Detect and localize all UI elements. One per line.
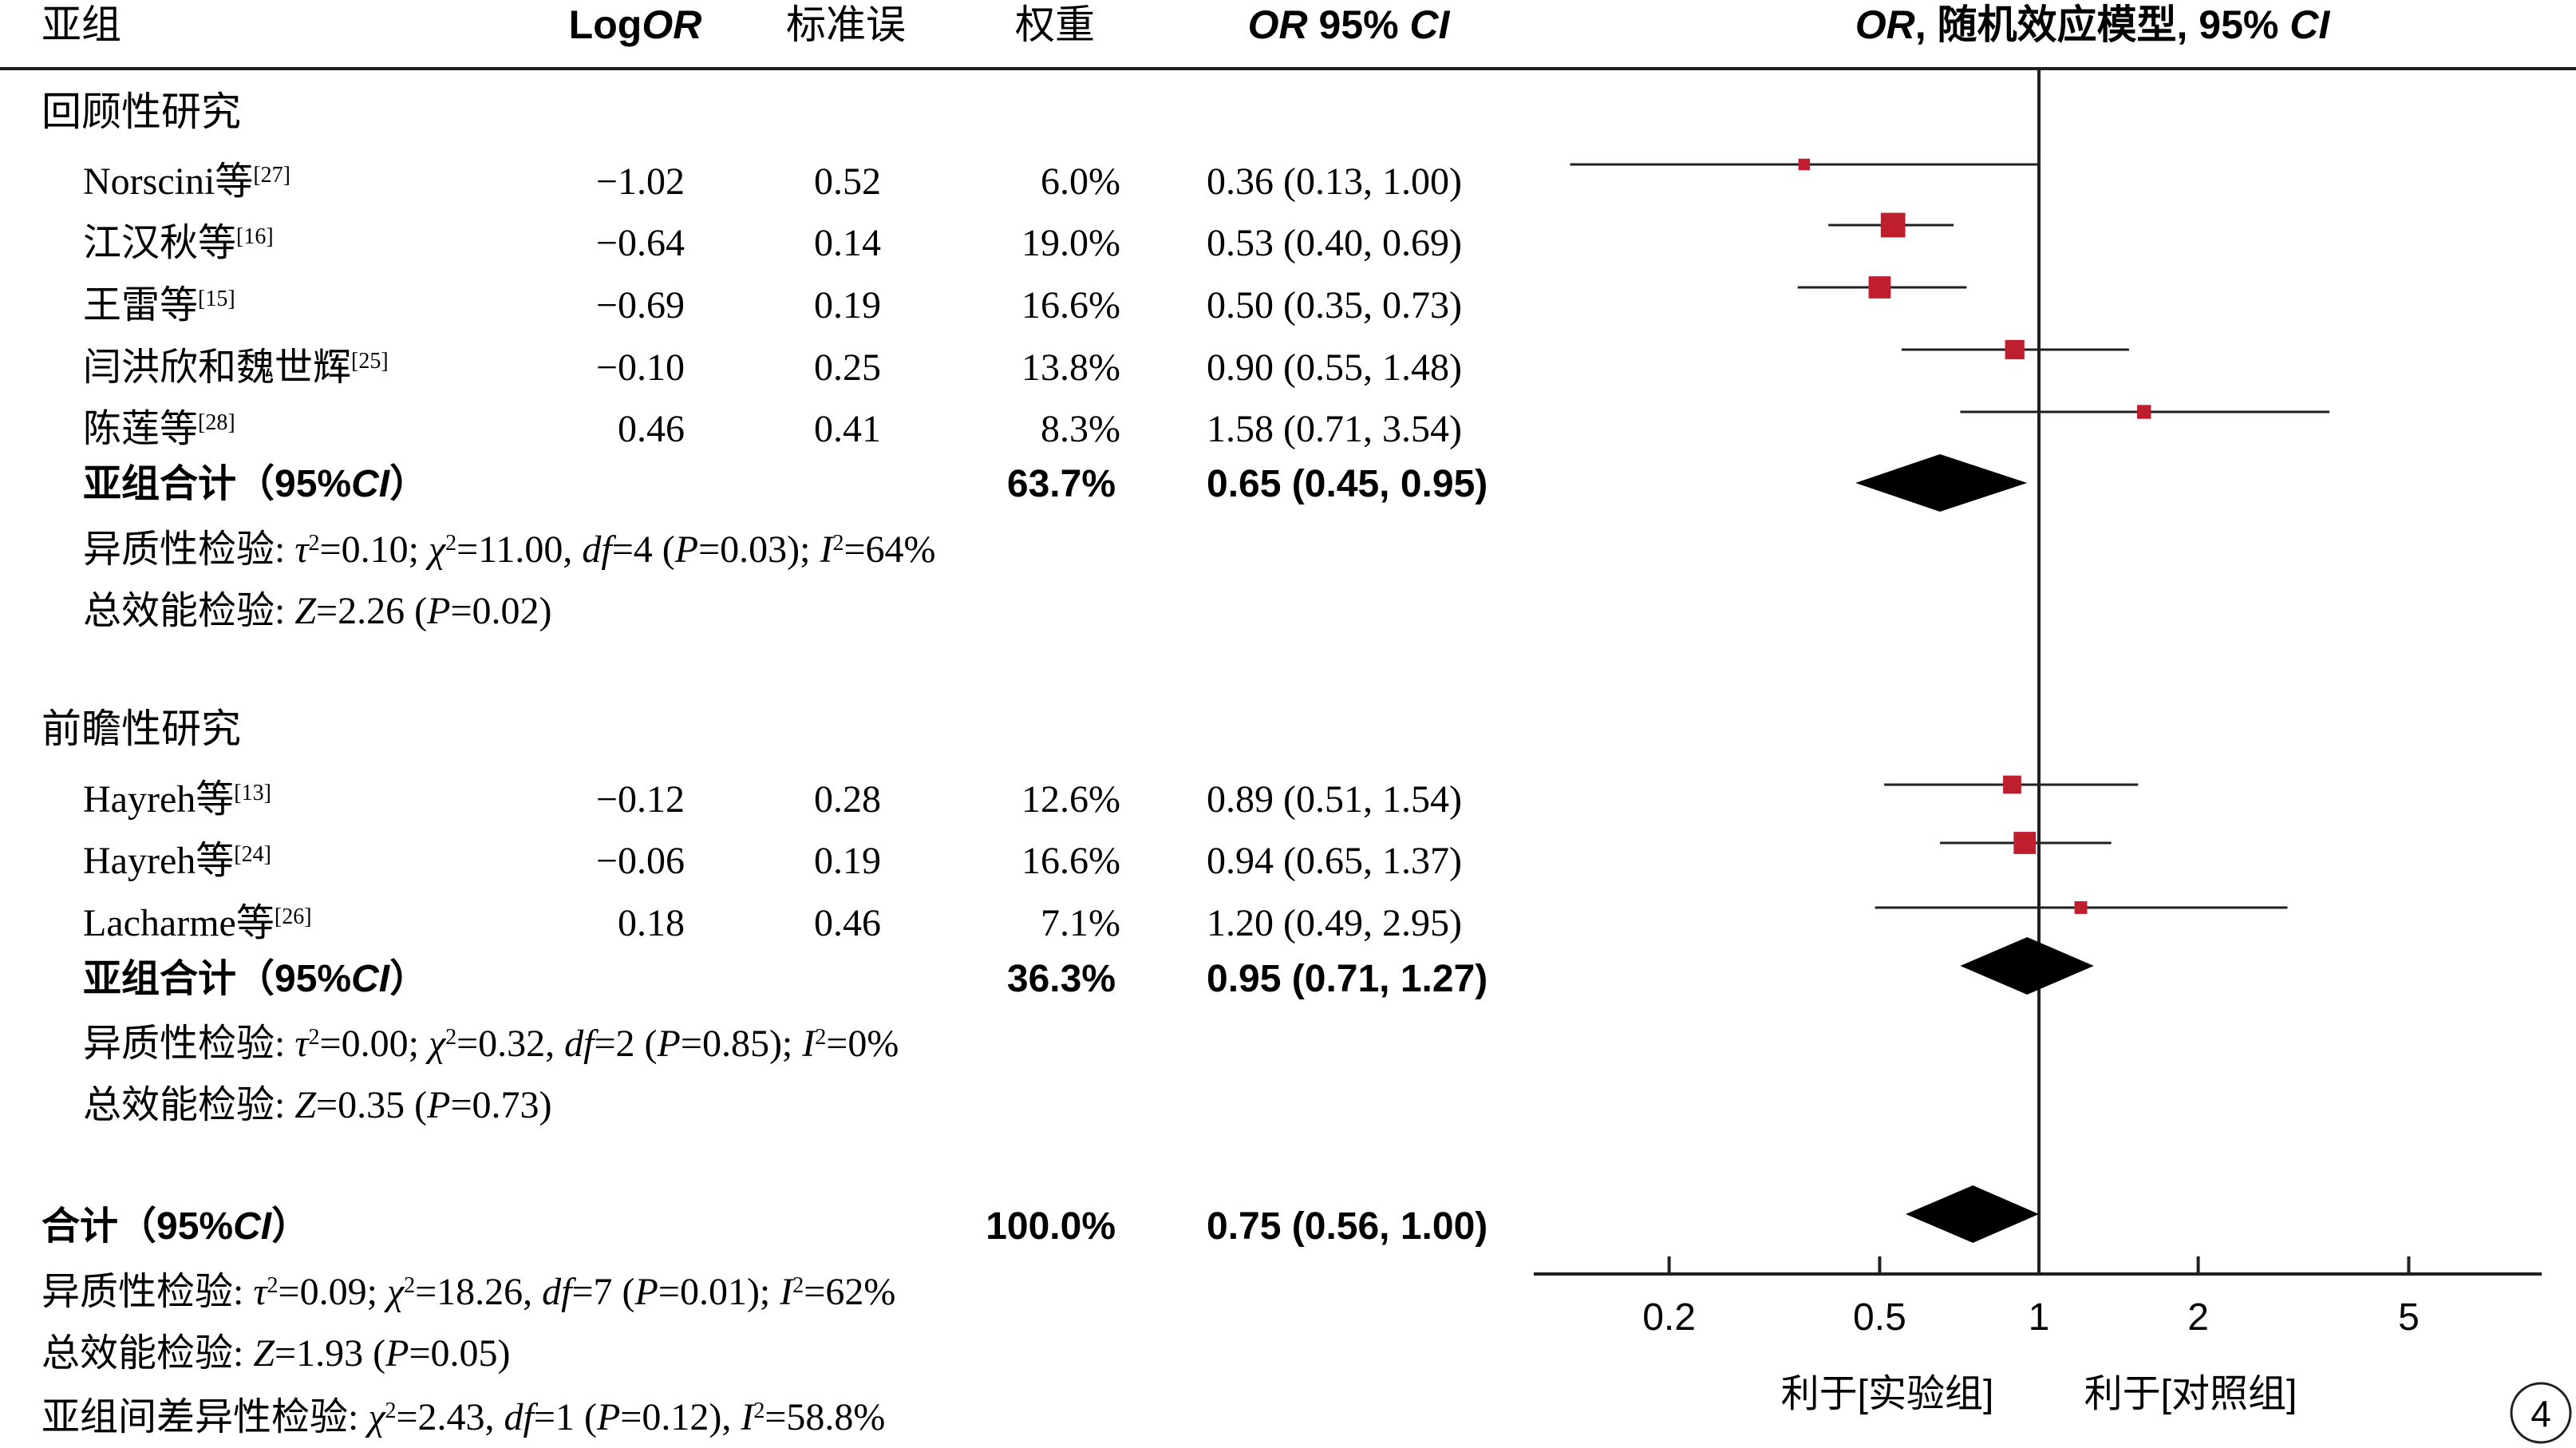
- study-or-ci: 1.20 (0.49, 2.95): [1207, 902, 1462, 944]
- study-weight: 6.0%: [1041, 160, 1120, 203]
- study-standard-error: 0.19: [814, 284, 881, 326]
- study-name: Lacharme等[26]: [83, 902, 312, 944]
- study-logor: −0.12: [596, 778, 685, 821]
- study-logor: −0.69: [596, 284, 685, 326]
- study-name: 陈莲等[28]: [83, 408, 235, 450]
- overall-effect-prospective: 总效能检验: Z=0.35 (P=0.73): [83, 1084, 552, 1126]
- study-or-ci: 0.89 (0.51, 1.54): [1207, 778, 1462, 821]
- study-weight: 8.3%: [1041, 408, 1120, 450]
- study-weight: 16.6%: [1021, 840, 1120, 882]
- total-label: 合计（95%CI）: [41, 1205, 310, 1248]
- panel-label-circle: [2510, 1382, 2572, 1444]
- group-title-retrospective: 回顾性研究: [41, 89, 241, 134]
- study-logor: −1.02: [596, 160, 685, 203]
- study-logor: 0.18: [618, 902, 685, 944]
- study-weight: 16.6%: [1021, 284, 1120, 326]
- study-weight: 7.1%: [1041, 902, 1120, 944]
- subtotal-weight: 36.3%: [1007, 958, 1116, 1000]
- study-standard-error: 0.46: [814, 902, 881, 944]
- favours-control-label: 利于[对照组]: [2084, 1373, 2297, 1415]
- panel-label: 4: [2531, 1393, 2551, 1434]
- study-weight: 12.6%: [1021, 778, 1120, 821]
- study-estimate-marker: [2013, 832, 2037, 854]
- heterogeneity-total: 异质性检验: τ2=0.09; χ2=18.26, df=7 (P=0.01);…: [41, 1271, 895, 1313]
- study-name: Hayreh等[24]: [83, 840, 271, 882]
- study-standard-error: 0.41: [814, 408, 881, 450]
- study-or-ci: 1.58 (0.71, 3.54): [1207, 408, 1462, 450]
- study-or-ci: 0.94 (0.65, 1.37): [1207, 840, 1462, 882]
- x-tick-label: 1: [2029, 1296, 2050, 1339]
- pooled-estimate-diamond: [1906, 1185, 2039, 1243]
- study-name: 江汉秋等[16]: [83, 222, 274, 264]
- subtotal-or-ci: 0.95 (0.71, 1.27): [1207, 958, 1488, 1000]
- study-estimate-marker: [2005, 339, 2025, 360]
- study-or-ci: 0.36 (0.13, 1.00): [1207, 160, 1462, 203]
- subtotal-label-prospective: 亚组合计（95%CI）: [83, 958, 428, 1000]
- header-subgroup: 亚组: [41, 2, 121, 47]
- study-weight: 19.0%: [1021, 222, 1120, 264]
- x-tick-label: 5: [2398, 1296, 2420, 1339]
- study-or-ci: 0.90 (0.55, 1.48): [1207, 346, 1462, 389]
- study-logor: −0.06: [596, 840, 685, 882]
- subtotal-weight: 100.0%: [986, 1205, 1116, 1248]
- heterogeneity-retrospective: 异质性检验: τ2=0.10; χ2=11.00, df=4 (P=0.03);…: [83, 528, 936, 571]
- study-estimate-marker: [2003, 775, 2021, 794]
- study-name: Norscini等[27]: [83, 160, 290, 203]
- header-plot-title: OR, 随机效应模型, 95% CI: [1855, 2, 2331, 47]
- subtotal-or-ci: 0.65 (0.45, 0.95): [1207, 463, 1488, 505]
- study-name: 闫洪欣和魏世辉[25]: [83, 346, 389, 389]
- pooled-estimate-diamond: [1855, 454, 2028, 512]
- study-estimate-marker: [2137, 405, 2151, 419]
- subgroup-difference-test: 亚组间差异性检验: χ2=2.43, df=1 (P=0.12), I2=58.…: [41, 1396, 885, 1438]
- study-estimate-marker: [1880, 212, 1906, 238]
- study-standard-error: 0.25: [814, 346, 881, 389]
- overall-effect-total: 总效能检验: Z=1.93 (P=0.05): [41, 1332, 511, 1375]
- header-or-ci: OR 95% CI: [1248, 2, 1451, 47]
- study-name: Hayreh等[13]: [83, 778, 271, 821]
- group-title-prospective: 前瞻性研究: [41, 706, 241, 751]
- study-estimate-marker: [1868, 276, 1891, 299]
- study-name: 王雷等[15]: [83, 284, 235, 326]
- study-weight: 13.8%: [1021, 346, 1120, 389]
- study-standard-error: 0.52: [814, 160, 881, 203]
- study-or-ci: 0.53 (0.40, 0.69): [1207, 222, 1462, 264]
- study-or-ci: 0.50 (0.35, 0.73): [1207, 284, 1462, 326]
- study-standard-error: 0.14: [814, 222, 881, 264]
- study-standard-error: 0.28: [814, 778, 881, 821]
- subtotal-weight: 63.7%: [1007, 463, 1116, 505]
- study-standard-error: 0.19: [814, 840, 881, 882]
- header-weight: 权重: [1015, 2, 1095, 47]
- study-logor: 0.46: [618, 408, 685, 450]
- subtotal-label-retrospective: 亚组合计（95%CI）: [83, 463, 428, 505]
- x-tick-label: 0.5: [1853, 1296, 1906, 1339]
- overall-effect-retrospective: 总效能检验: Z=2.26 (P=0.02): [83, 590, 552, 632]
- study-logor: −0.64: [596, 222, 685, 264]
- x-tick-label: 2: [2187, 1296, 2209, 1339]
- subtotal-or-ci: 0.75 (0.56, 1.00): [1207, 1205, 1488, 1248]
- study-estimate-marker: [2074, 901, 2088, 914]
- study-logor: −0.10: [596, 346, 685, 389]
- study-estimate-marker: [1798, 158, 1811, 171]
- favours-experimental-label: 利于[实验组]: [1781, 1373, 1994, 1415]
- pooled-estimate-diamond: [1960, 937, 2094, 995]
- header-standard-error: 标准误: [786, 2, 906, 47]
- header-logor: LogOR: [569, 2, 702, 47]
- x-tick-label: 0.2: [1642, 1296, 1696, 1339]
- heterogeneity-prospective: 异质性检验: τ2=0.00; χ2=0.32, df=2 (P=0.85); …: [83, 1023, 899, 1065]
